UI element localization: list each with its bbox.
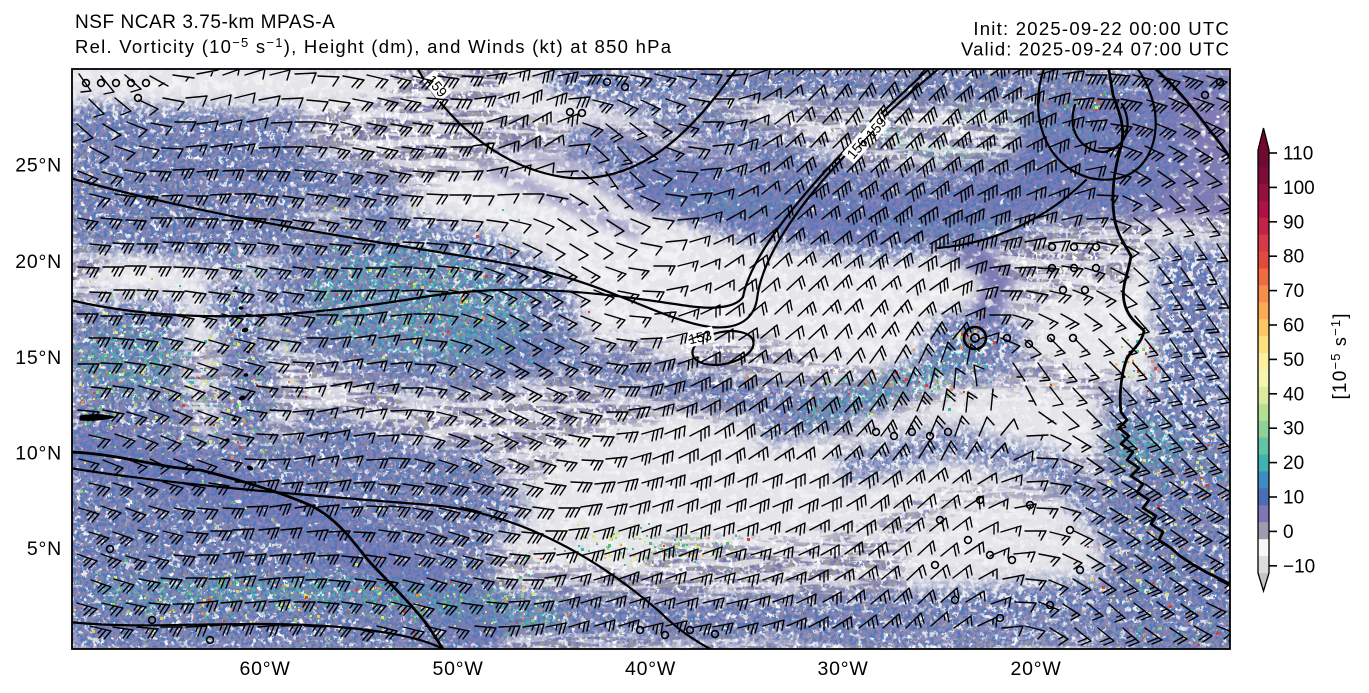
svg-text:30°W: 30°W: [817, 658, 868, 680]
svg-text:80: 80: [1283, 247, 1304, 268]
svg-text:20: 20: [1283, 453, 1304, 474]
svg-text:0: 0: [1283, 522, 1294, 543]
svg-text:30: 30: [1283, 419, 1304, 440]
svg-text:Valid: 2025-09-24 07:00 UTC: Valid: 2025-09-24 07:00 UTC: [961, 39, 1230, 60]
svg-text:NSF NCAR 3.75-km MPAS-A: NSF NCAR 3.75-km MPAS-A: [75, 12, 335, 33]
svg-text:20°N: 20°N: [15, 251, 62, 273]
svg-text:60°W: 60°W: [239, 658, 290, 680]
svg-text:10°N: 10°N: [15, 443, 62, 465]
svg-text:[10−5 s−1]: [10−5 s−1]: [1328, 312, 1351, 399]
svg-text:100: 100: [1283, 178, 1315, 199]
svg-text:40: 40: [1283, 384, 1304, 405]
svg-text:70: 70: [1283, 281, 1304, 302]
svg-text:90: 90: [1283, 212, 1304, 233]
svg-text:50: 50: [1283, 350, 1304, 371]
svg-text:10: 10: [1283, 488, 1304, 509]
svg-text:15°N: 15°N: [15, 347, 62, 369]
svg-text:20°W: 20°W: [1010, 658, 1061, 680]
svg-text:25°N: 25°N: [15, 155, 62, 177]
svg-text:Init: 2025-09-22 00:00 UTC: Init: 2025-09-22 00:00 UTC: [973, 18, 1230, 39]
svg-text:110: 110: [1283, 144, 1313, 165]
svg-text:−10: −10: [1283, 556, 1315, 577]
svg-text:50°W: 50°W: [432, 658, 483, 680]
svg-text:60: 60: [1283, 316, 1304, 337]
svg-text:5°N: 5°N: [27, 538, 62, 560]
svg-text:40°W: 40°W: [625, 658, 676, 680]
svg-text:Rel. Vorticity (10−5 s−1), Hei: Rel. Vorticity (10−5 s−1), Height (dm), …: [75, 35, 672, 57]
